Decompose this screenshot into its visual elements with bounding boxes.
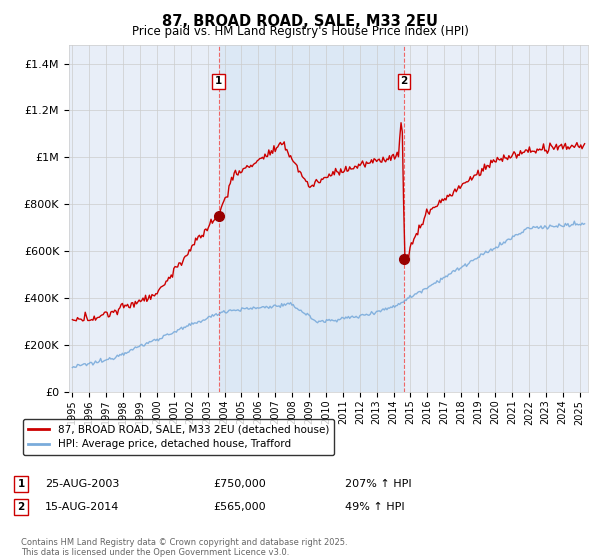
Bar <box>218 45 404 392</box>
Text: 25-AUG-2003: 25-AUG-2003 <box>45 479 119 489</box>
Text: 15-AUG-2014: 15-AUG-2014 <box>45 502 119 512</box>
Text: 1: 1 <box>17 479 25 489</box>
Text: 2: 2 <box>400 76 407 86</box>
Text: Contains HM Land Registry data © Crown copyright and database right 2025.
This d: Contains HM Land Registry data © Crown c… <box>21 538 347 557</box>
Text: Price paid vs. HM Land Registry's House Price Index (HPI): Price paid vs. HM Land Registry's House … <box>131 25 469 38</box>
Text: 87, BROAD ROAD, SALE, M33 2EU: 87, BROAD ROAD, SALE, M33 2EU <box>162 14 438 29</box>
Text: 2: 2 <box>17 502 25 512</box>
Text: £565,000: £565,000 <box>213 502 266 512</box>
Text: £750,000: £750,000 <box>213 479 266 489</box>
Text: 49% ↑ HPI: 49% ↑ HPI <box>345 502 404 512</box>
Legend: 87, BROAD ROAD, SALE, M33 2EU (detached house), HPI: Average price, detached hou: 87, BROAD ROAD, SALE, M33 2EU (detached … <box>23 419 334 455</box>
Text: 1: 1 <box>215 76 222 86</box>
Text: 207% ↑ HPI: 207% ↑ HPI <box>345 479 412 489</box>
